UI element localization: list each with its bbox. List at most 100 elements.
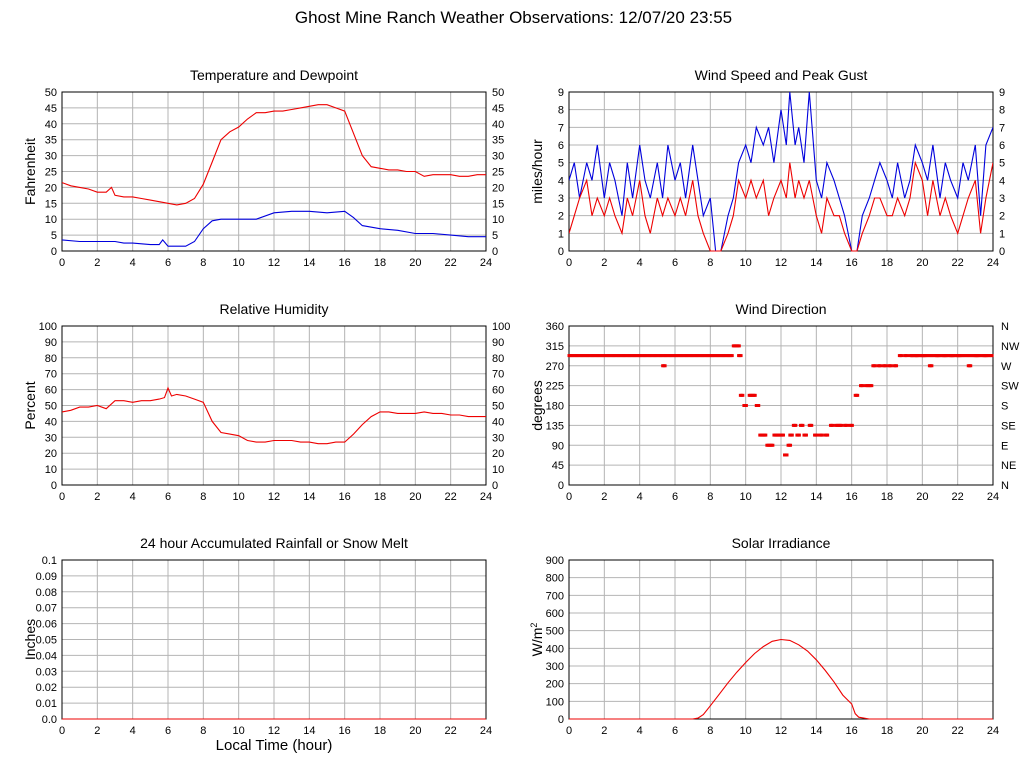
y-tick-label-right: 90 <box>492 337 504 349</box>
x-tick-label: 24 <box>987 491 999 503</box>
chart-title: Wind Speed and Peak Gust <box>695 67 868 83</box>
y-axis-label-sup: 2 <box>529 623 539 628</box>
y-tick-label: 5 <box>51 230 57 242</box>
y-tick-label: 20 <box>45 182 57 194</box>
wind-direction-point <box>840 423 844 427</box>
y-tick-label: 315 <box>546 341 564 353</box>
x-tick-label: 2 <box>94 491 100 503</box>
y-tick-label-right: 10 <box>492 464 504 476</box>
y-tick-label-right: 70 <box>492 369 504 381</box>
y-axis-label: Percent <box>22 381 38 429</box>
y-tick-label-right: 2 <box>999 211 1005 223</box>
wind-direction-point <box>856 393 860 397</box>
plot-frame <box>568 91 994 252</box>
y-tick-label: 0.03 <box>36 666 57 678</box>
x-tick-label: 8 <box>707 725 713 737</box>
y-tick-label: 200 <box>546 679 564 691</box>
x-tick-label: 18 <box>374 725 386 737</box>
x-tick-label: 10 <box>233 257 245 269</box>
x-tick-label: 18 <box>881 725 893 737</box>
wind-direction-point <box>663 364 667 368</box>
compass-label: SE <box>1001 420 1016 432</box>
x-tick-label: 10 <box>740 725 752 737</box>
wind-direction-point <box>794 423 798 427</box>
x-tick-label: 16 <box>339 257 351 269</box>
x-tick-label: 18 <box>374 257 386 269</box>
x-tick-label: 12 <box>268 491 280 503</box>
wind-direction-point <box>889 364 893 368</box>
x-tick-label: 0 <box>566 725 572 737</box>
y-tick-label-right: 10 <box>492 214 504 226</box>
wind-direction-point <box>990 354 994 358</box>
wind-direction-point <box>930 364 934 368</box>
y-tick-label: 500 <box>546 626 564 638</box>
series-line-red <box>62 386 486 445</box>
x-tick-label: 24 <box>987 257 999 269</box>
plot-frame <box>61 325 487 486</box>
y-tick-label-right: 5 <box>492 230 498 242</box>
wind-direction-point <box>884 364 888 368</box>
wind-direction-point <box>895 364 899 368</box>
x-tick-label: 16 <box>846 491 858 503</box>
x-tick-label: 0 <box>566 491 572 503</box>
wind-direction-point <box>789 443 793 447</box>
x-tick-label: 2 <box>94 257 100 269</box>
chart-title: 24 hour Accumulated Rainfall or Snow Mel… <box>140 535 408 551</box>
y-tick-label: 2 <box>558 211 564 223</box>
x-tick-label: 22 <box>952 725 964 737</box>
y-tick-label: 5 <box>558 158 564 170</box>
x-tick-label: 18 <box>881 491 893 503</box>
y-tick-label: 800 <box>546 573 564 585</box>
x-tick-label: 4 <box>637 491 643 503</box>
compass-label: W <box>1001 361 1012 373</box>
wind-direction-point <box>826 433 830 437</box>
y-tick-label-right: 50 <box>492 401 504 413</box>
chart-title: Wind Direction <box>735 301 826 317</box>
compass-label: NW <box>1001 341 1020 353</box>
x-tick-label: 4 <box>130 491 136 503</box>
x-tick-label: 10 <box>233 491 245 503</box>
wind-direction-point <box>969 364 973 368</box>
y-tick-label: 0 <box>558 714 564 726</box>
y-tick-label: 0.0 <box>42 714 57 726</box>
wind-direction-point <box>801 423 805 427</box>
wind-direction-point <box>820 433 824 437</box>
y-tick-label-right: 60 <box>492 385 504 397</box>
x-tick-label: 4 <box>637 257 643 269</box>
y-tick-label-right: 40 <box>492 119 504 131</box>
y-tick-label: 10 <box>45 214 57 226</box>
wind-direction-point <box>870 384 874 388</box>
y-tick-label: 180 <box>546 401 564 413</box>
y-axis-label: W/m2 <box>529 623 545 657</box>
x-tick-label: 2 <box>94 725 100 737</box>
x-tick-label: 6 <box>165 257 171 269</box>
y-tick-label-right: 8 <box>999 105 1005 117</box>
plot-frame <box>568 559 994 720</box>
x-tick-label: 2 <box>601 257 607 269</box>
x-tick-label: 6 <box>165 725 171 737</box>
y-tick-label: 20 <box>45 448 57 460</box>
x-tick-label: 12 <box>268 257 280 269</box>
x-tick-label: 24 <box>987 725 999 737</box>
wind-direction-point <box>744 404 748 407</box>
wind-direction-point <box>958 354 962 358</box>
x-tick-label: 24 <box>480 257 492 269</box>
y-tick-label: 400 <box>546 643 564 655</box>
wind-direction-point <box>861 384 865 388</box>
y-tick-label: 0.02 <box>36 682 57 694</box>
y-tick-label-right: 0 <box>492 480 498 492</box>
y-tick-label: 0.06 <box>36 619 57 631</box>
chart-wind: 0 2 4 6 8 10 12 14 16 18 20 22 240 01 12 23 34 45 56 67 78 89… <box>529 67 1005 269</box>
x-tick-label: 14 <box>810 257 822 269</box>
y-tick-label-right: 20 <box>492 182 504 194</box>
wind-direction-point <box>910 354 914 358</box>
x-tick-label: 8 <box>200 257 206 269</box>
x-tick-label: 20 <box>409 491 421 503</box>
y-tick-label: 0.01 <box>36 698 57 710</box>
y-tick-label-right: 30 <box>492 151 504 163</box>
y-tick-label: 8 <box>558 105 564 117</box>
wind-direction-point <box>850 423 854 427</box>
x-tick-label: 6 <box>672 725 678 737</box>
x-tick-label: 20 <box>916 725 928 737</box>
